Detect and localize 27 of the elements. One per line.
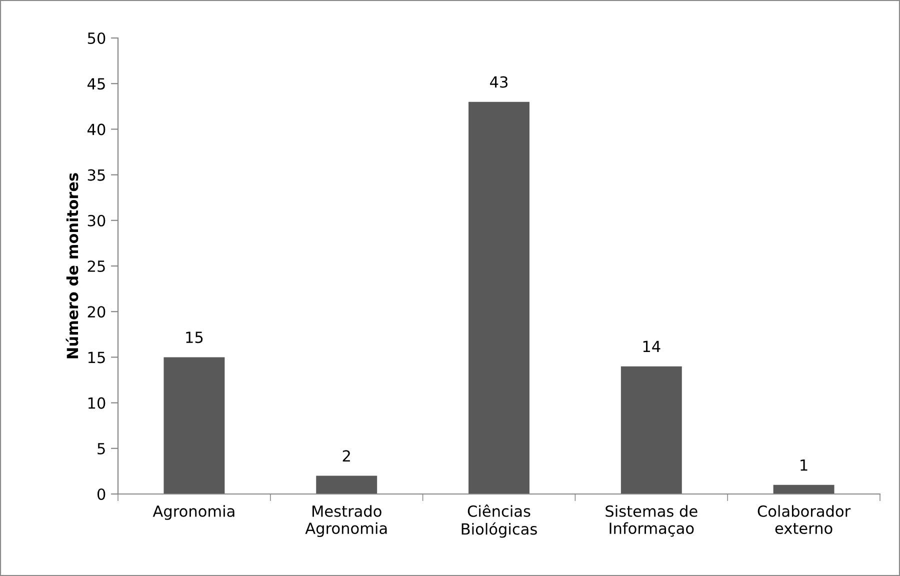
data-label: 1 [800,459,808,471]
y-tick-label: 35 [88,169,105,181]
data-label: 43 [490,76,508,88]
bar [164,357,225,494]
bar [773,484,834,494]
data-label: 15 [186,332,203,344]
y-tick-label: 30 [88,214,106,226]
y-axis-title: Número de monitores [66,173,78,358]
y-tick-label: 25 [88,260,105,272]
y-tick-label: 10 [88,397,106,409]
y-tick-label: 5 [98,443,105,454]
bar [620,366,682,494]
x-tick-label: Colaborador externo [758,505,851,534]
y-tick-label: 40 [88,124,106,136]
y-tick-label: 45 [88,78,105,90]
y-tick-label: 50 [88,32,106,44]
x-tick-label: Mestrado Agronomia [305,505,387,538]
data-label: 2 [342,450,350,462]
x-tick-label: Ciências Biológicas [462,504,537,538]
data-label: 14 [643,340,660,352]
x-tick-label: Agronomia [152,505,234,520]
y-tick-label: 15 [88,352,105,364]
y-tick-label: 20 [88,306,106,318]
bar [468,102,530,494]
bar [316,476,378,494]
y-tick-label: 0 [97,488,106,500]
x-tick-label: Sistemas de Informaçao [606,505,698,537]
